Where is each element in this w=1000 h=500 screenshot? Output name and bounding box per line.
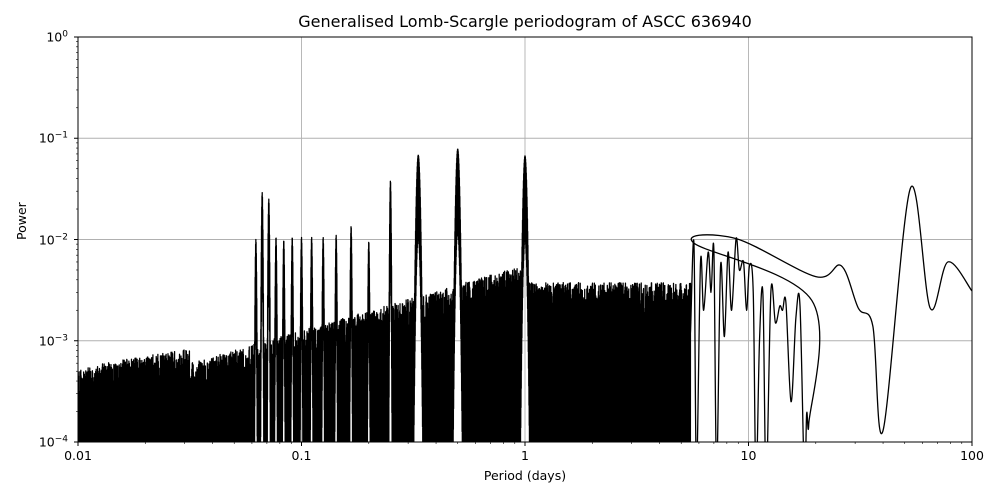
y-tick-label: 10−3 <box>38 333 68 349</box>
chart-title: Generalised Lomb-Scargle periodogram of … <box>298 12 752 31</box>
x-tick-label: 10 <box>740 448 757 463</box>
x-tick-label: 100 <box>960 448 984 463</box>
y-tick-label: 10−4 <box>38 434 68 450</box>
y-tick-label: 10−2 <box>38 232 68 247</box>
tick-marks <box>74 36 973 446</box>
x-tick-label: 1 <box>521 448 529 463</box>
periodogram-line <box>78 148 972 442</box>
x-tick-label: 0.01 <box>64 448 92 463</box>
y-axis-label: Power <box>14 202 29 240</box>
x-tick-label: 0.1 <box>291 448 312 463</box>
x-axis-label: Period (days) <box>483 468 567 483</box>
y-tick-label: 100 <box>46 29 68 45</box>
y-tick-label: 10−1 <box>38 130 68 146</box>
